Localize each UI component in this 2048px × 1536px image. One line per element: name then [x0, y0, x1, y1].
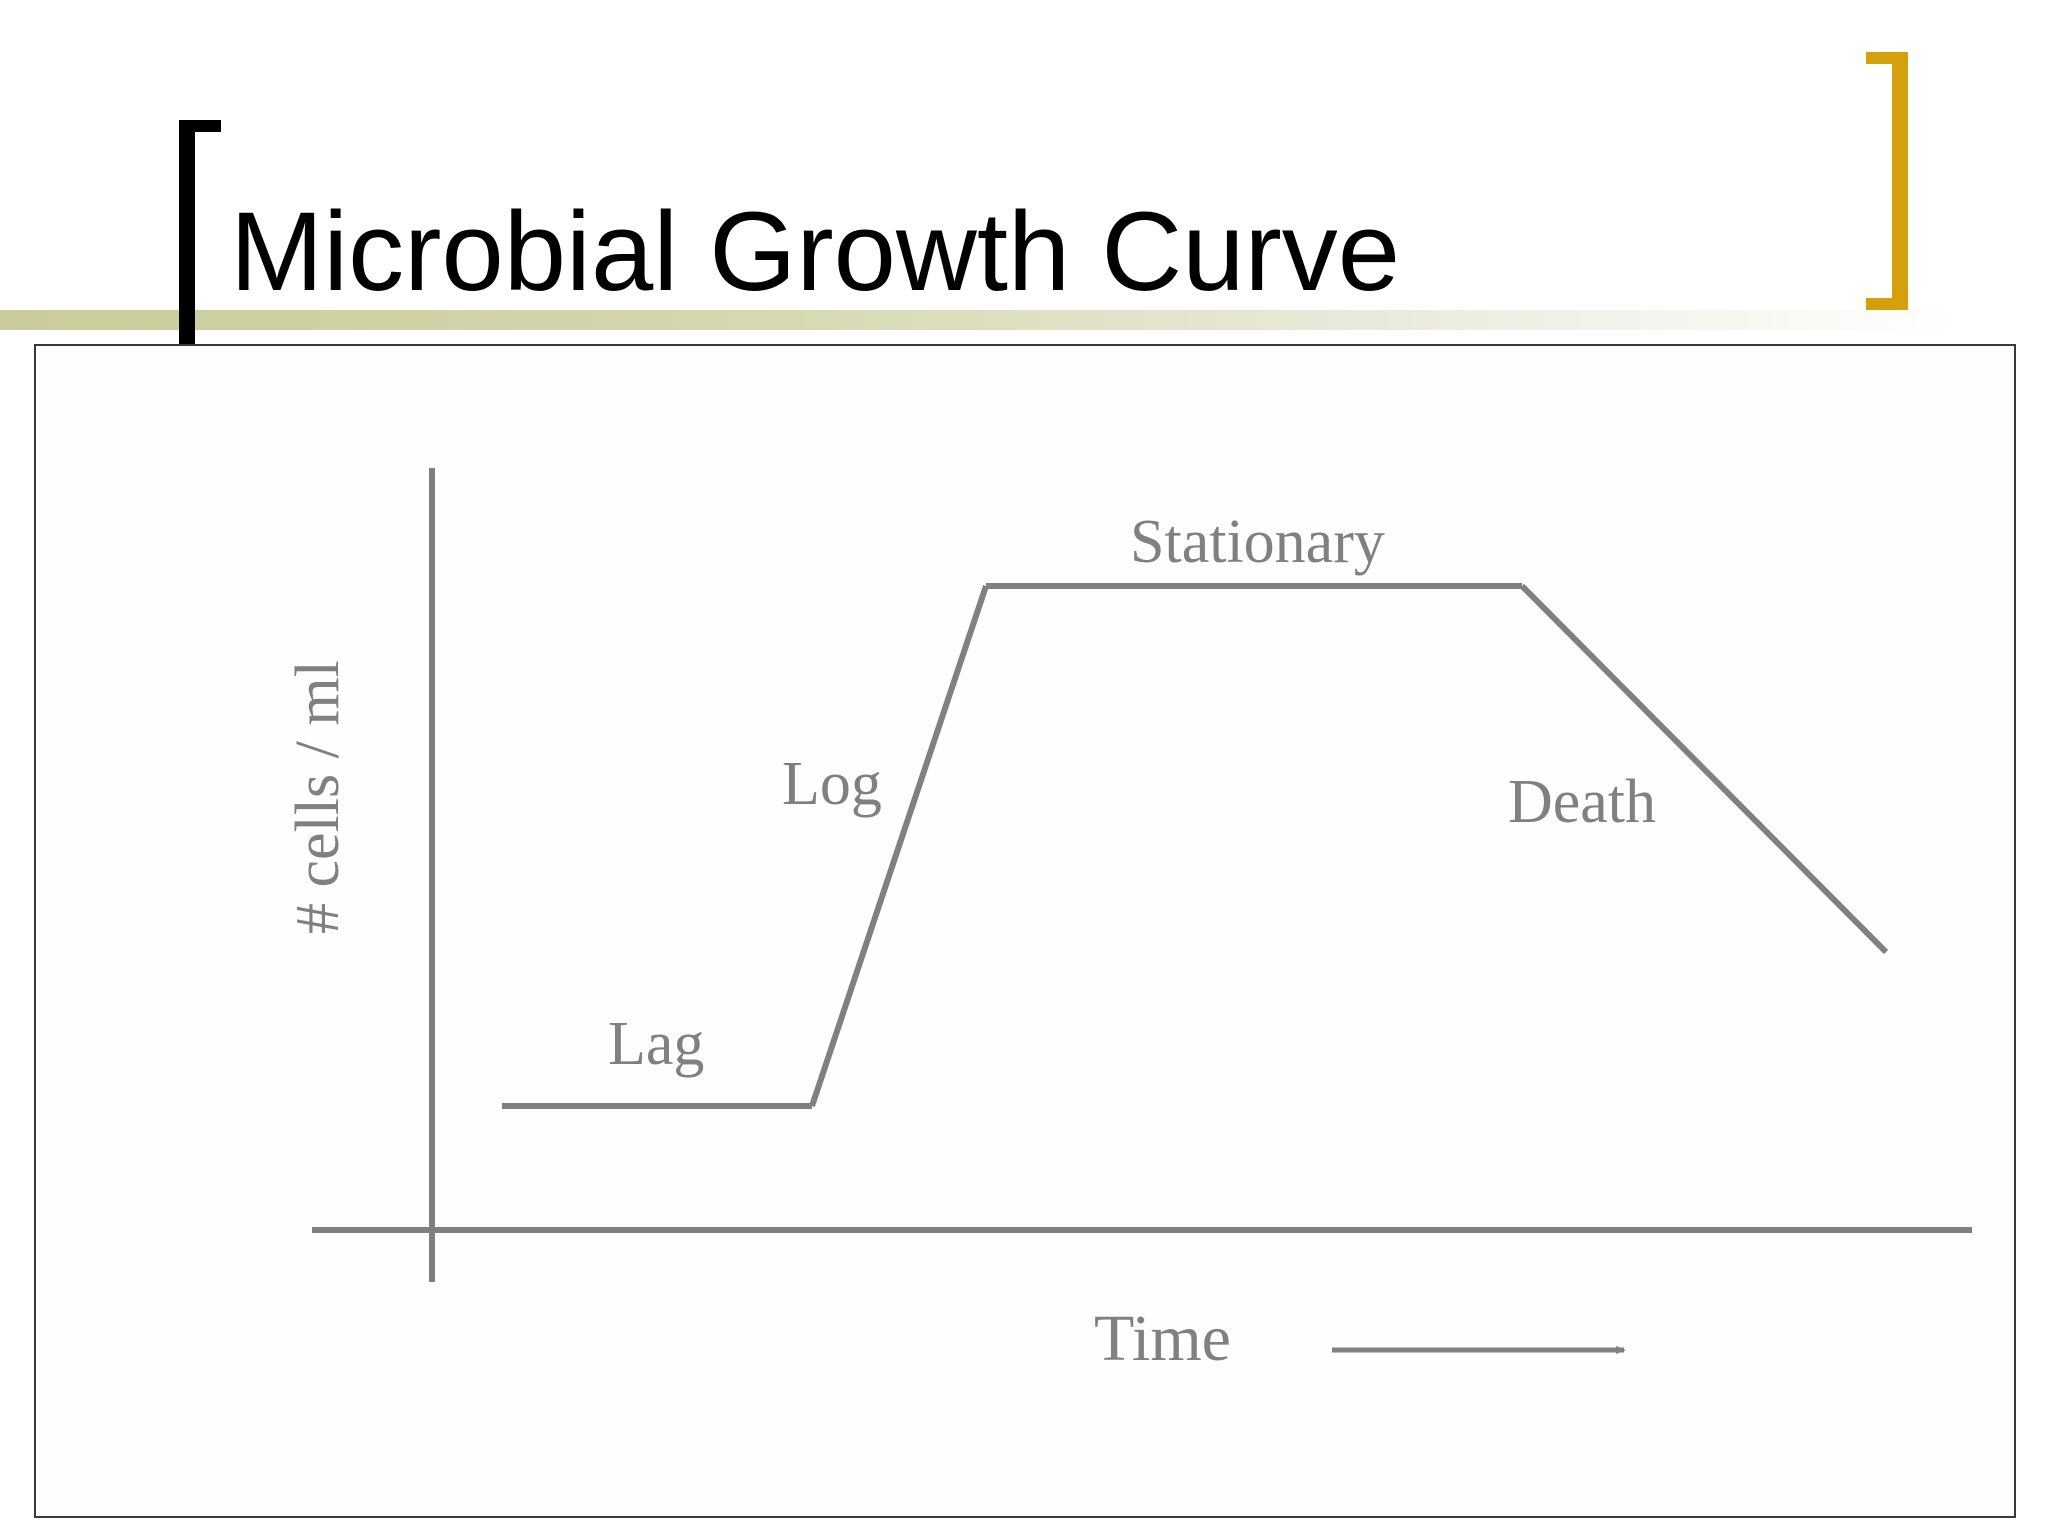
y-axis-label: # cells / ml — [284, 660, 352, 934]
title-underline-band — [0, 310, 1960, 330]
diagram-frame — [34, 344, 2016, 1518]
right-bracket-decoration — [1866, 52, 1908, 310]
lag-label: Lag — [608, 1010, 704, 1078]
death-label: Death — [1508, 768, 1656, 836]
death-phase-segment — [1519, 583, 1889, 955]
stationary-label: Stationary — [1130, 508, 1385, 576]
log-phase-segment — [809, 585, 989, 1107]
log-label: Log — [782, 750, 882, 818]
slide-title: Microbial Growth Curve — [230, 189, 1401, 314]
x-axis-label: Time — [1094, 1302, 1231, 1375]
